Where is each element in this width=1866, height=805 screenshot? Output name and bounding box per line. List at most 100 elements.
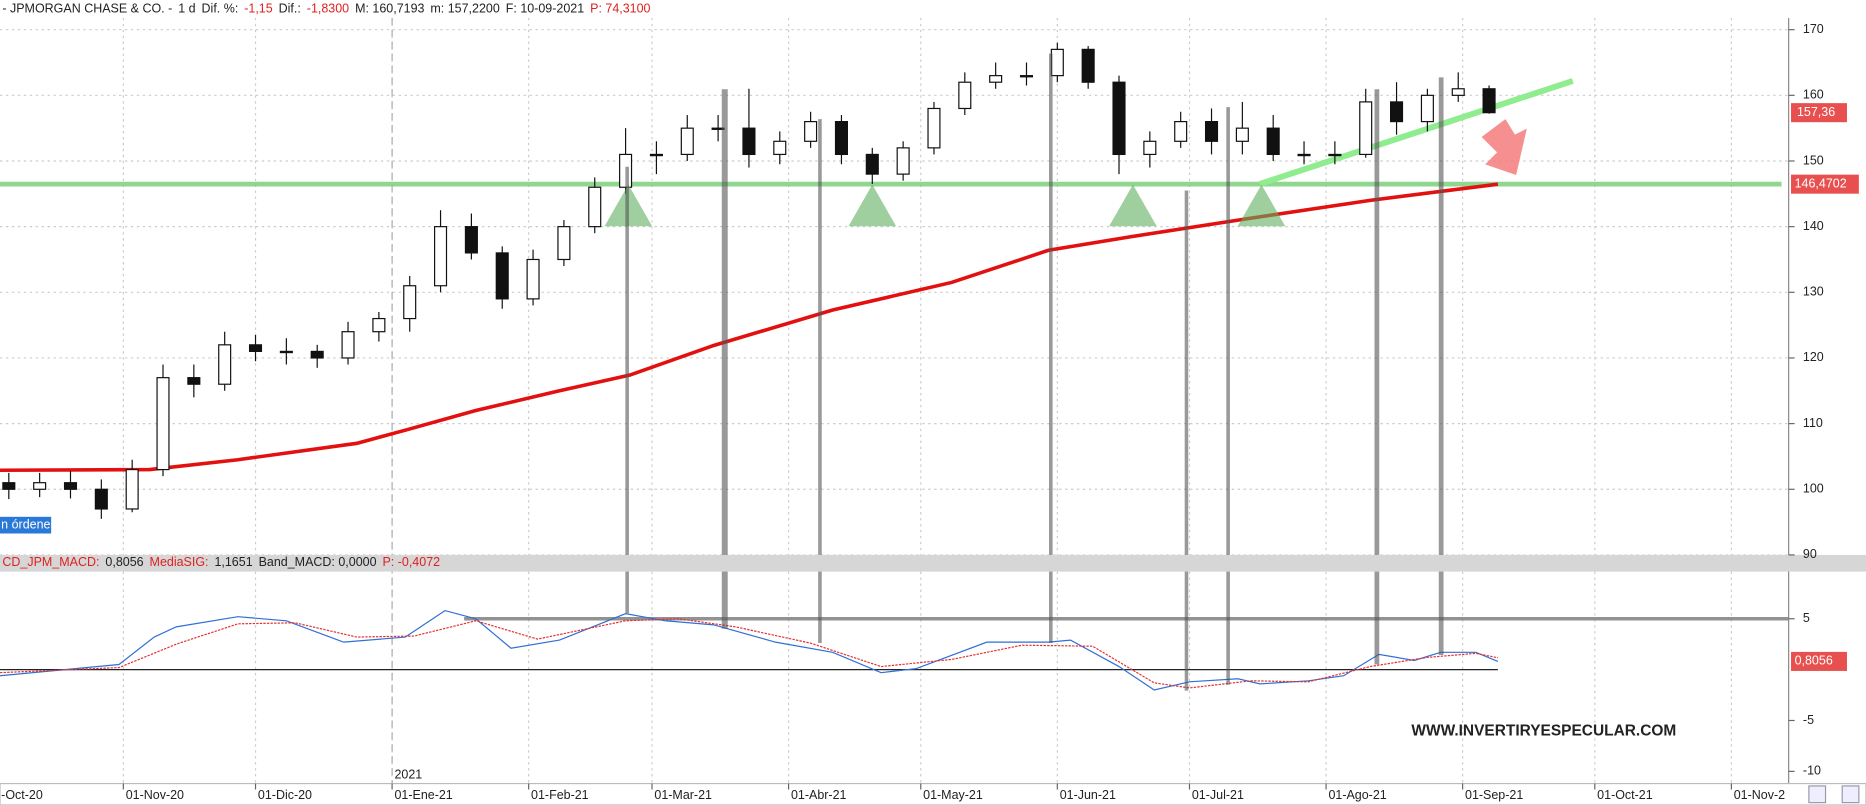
x-tick-label: 01-Nov-2 xyxy=(1734,788,1785,802)
x-tick-label: 01-Mar-21 xyxy=(654,788,712,802)
candle-body xyxy=(865,153,879,175)
support-triangle xyxy=(1237,184,1286,227)
candle-body xyxy=(156,377,170,471)
note: n órdenes xyxy=(1,517,57,531)
candle-body xyxy=(804,121,818,142)
candle-body xyxy=(896,147,910,175)
value-label: 146,4702 xyxy=(1795,176,1847,190)
candle-body xyxy=(341,331,355,359)
x-tick-label: 01-Abr-21 xyxy=(791,788,847,802)
zoom-button[interactable] xyxy=(1841,785,1860,804)
candle-body xyxy=(1359,101,1373,156)
y-tick-label: 120 xyxy=(1803,350,1824,364)
y-tick-label: 100 xyxy=(1803,482,1824,496)
y-tick-label: -10 xyxy=(1803,764,1821,778)
candle-body xyxy=(1019,75,1034,78)
header-item: - JPMORGAN CHASE & CO. - xyxy=(2,2,172,16)
y-tick-label: -5 xyxy=(1803,713,1814,727)
x-tick-label: 01-Jul-21 xyxy=(1192,788,1244,802)
macd-line xyxy=(0,609,1499,691)
value-label: 0,8056 xyxy=(1795,654,1833,668)
y-tick-label: 130 xyxy=(1803,285,1824,299)
candle-body xyxy=(989,75,1003,83)
header-item: M: 160,7193 xyxy=(355,2,424,16)
x-tick-label: 01-Oct-21 xyxy=(1597,788,1653,802)
candle-body xyxy=(1204,121,1219,142)
candle-body xyxy=(1112,81,1126,156)
y-tick-label: 150 xyxy=(1803,153,1824,167)
candle-body xyxy=(125,468,139,510)
candle-body xyxy=(1174,121,1188,142)
x-tick-label: 01-Sep-21 xyxy=(1465,788,1523,802)
candle-body xyxy=(63,482,78,490)
macd-line xyxy=(0,618,1498,689)
candle-body xyxy=(33,482,47,490)
down-arrow xyxy=(1481,119,1527,176)
candle-body xyxy=(495,252,509,300)
support-triangle xyxy=(848,184,897,227)
x-tick-label: 01-Feb-21 xyxy=(531,788,589,802)
candle-body xyxy=(1451,88,1465,96)
y-tick-label: 170 xyxy=(1803,22,1824,36)
header: CD_JPM_MACD: 0,8056 MediaSIG: 1,1651 Band_MA… xyxy=(2,556,440,570)
header-item: -1,8300 xyxy=(307,2,349,16)
candle-body xyxy=(742,127,756,156)
candle-body xyxy=(187,377,201,385)
plot-area xyxy=(0,42,1789,691)
y-tick-label: 140 xyxy=(1803,219,1824,233)
candle-body xyxy=(649,153,663,157)
x-tick-label: 01-Dic-20 xyxy=(258,788,312,802)
candle-body xyxy=(588,186,602,228)
header-item: Band_MACD: 0,0000 xyxy=(259,556,377,570)
header-item: 1,1651 xyxy=(214,556,252,570)
header-item: -1,15 xyxy=(244,2,273,16)
candle-body xyxy=(557,226,571,261)
candle-body xyxy=(958,81,972,110)
candle-body xyxy=(403,285,417,320)
scroll-button[interactable] xyxy=(1808,785,1827,804)
candle-body xyxy=(279,350,293,354)
candle-body xyxy=(94,488,108,510)
year-label: 2021 xyxy=(394,768,422,782)
candle-body xyxy=(526,258,540,300)
candle-body xyxy=(2,482,16,490)
header-item: Dif.: xyxy=(279,2,301,16)
value-box xyxy=(1791,174,1859,194)
candle-body xyxy=(434,226,448,287)
candle-body xyxy=(372,317,386,333)
x-tick-label: 01-Jun-21 xyxy=(1060,788,1116,802)
candle-body xyxy=(310,350,324,359)
header-item: F: 10-09-2021 xyxy=(506,2,584,16)
header-item: MediaSIG: xyxy=(150,556,209,570)
candle-body xyxy=(1235,127,1249,142)
header-item: P: -0,4072 xyxy=(382,556,440,570)
support-triangle xyxy=(1109,184,1157,227)
candle-body xyxy=(248,344,263,352)
value-box xyxy=(1791,651,1847,671)
candle-body xyxy=(1266,127,1280,156)
candle-body xyxy=(218,344,232,385)
header-item: 0,8056 xyxy=(105,556,143,570)
y-tick-label: 5 xyxy=(1803,611,1810,625)
header-item: CD_JPM_MACD: xyxy=(2,556,99,570)
candle-body xyxy=(1420,94,1434,123)
header-item: Dif. %: xyxy=(202,2,239,16)
value-label: 157,36 xyxy=(1797,105,1835,119)
x-tick-label: 01-Nov-20 xyxy=(126,788,184,802)
candle-body xyxy=(1050,48,1064,77)
header: - JPMORGAN CHASE & CO. - 1 d Dif. %: -1,15 D… xyxy=(2,2,650,16)
trend-line xyxy=(1259,78,1574,187)
date-axis-band xyxy=(0,782,1866,805)
candle-body xyxy=(1081,48,1095,83)
macd-header-band xyxy=(0,554,1866,572)
candle-body xyxy=(1390,101,1404,123)
candle-body xyxy=(1328,153,1342,157)
x-tick-label: 01-May-21 xyxy=(923,788,983,802)
y-tick-label: 110 xyxy=(1803,416,1823,430)
moving-average xyxy=(0,182,1499,473)
header-item: P: 74,3100 xyxy=(590,2,650,16)
x-tick-label: -Oct-20 xyxy=(1,788,43,802)
